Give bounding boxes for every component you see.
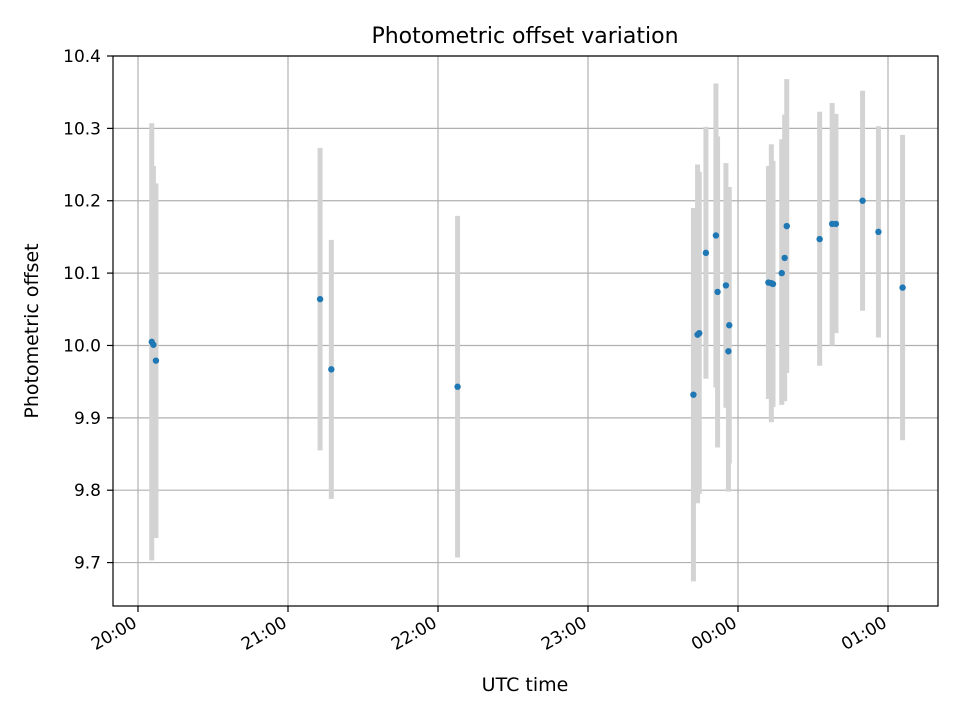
data-point — [769, 280, 777, 288]
data-point — [783, 222, 790, 230]
plot-frame — [112, 55, 939, 607]
data-point — [316, 295, 324, 303]
plot-area — [113, 56, 938, 606]
data-point — [726, 322, 733, 329]
data-point — [725, 348, 732, 355]
data-points — [148, 197, 906, 398]
chart-title: Photometric offset variation — [371, 24, 678, 49]
data-point — [328, 366, 335, 373]
y-axis-ticks: 9.7 9.8 9.9 10.0 10.1 10.2 10.3 10.4 — [63, 47, 113, 574]
data-point — [832, 220, 840, 228]
data-point — [859, 197, 866, 204]
data-point — [899, 284, 906, 291]
data-point — [875, 228, 882, 236]
y-tick-label: 10.3 — [63, 119, 101, 139]
data-point — [152, 357, 160, 364]
y-tick-label: 9.8 — [74, 481, 101, 501]
y-tick-label: 9.9 — [74, 409, 101, 429]
data-point — [150, 341, 157, 348]
data-point — [714, 288, 721, 296]
data-point — [690, 391, 697, 398]
data-point — [778, 269, 785, 277]
y-tick-label: 9.7 — [74, 554, 101, 574]
data-point — [454, 383, 461, 390]
y-tick-label: 10.0 — [63, 336, 101, 356]
data-point — [712, 232, 720, 239]
x-axis-label: UTC time — [482, 674, 569, 696]
data-point — [816, 235, 823, 243]
y-tick-label: 10.4 — [63, 47, 101, 67]
y-tick-label: 10.2 — [63, 192, 101, 212]
y-axis-label: Photometric offset — [21, 243, 43, 418]
data-point — [781, 254, 788, 262]
data-point — [696, 329, 703, 337]
y-tick-label: 10.1 — [63, 264, 101, 284]
data-point — [702, 249, 710, 257]
data-point — [722, 282, 730, 289]
